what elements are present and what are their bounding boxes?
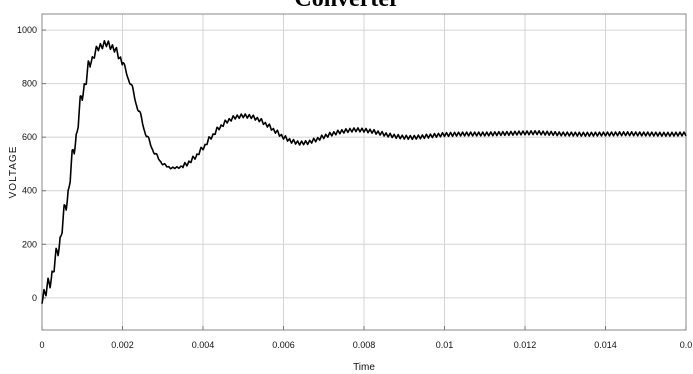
y-tick-label: 0 [32,293,37,303]
series-layer [41,40,687,304]
y-tick-label: 800 [22,79,37,89]
y-tick-label: 600 [22,132,37,142]
x-tick-label: 0 [39,340,44,350]
grid-lines [41,14,687,330]
x-tick-label: 0.008 [353,340,376,350]
chart-title: Converter [294,0,400,12]
x-tick-label: 0.01 [436,340,454,350]
y-axis-label: VOLTAGE [8,146,19,199]
x-tick-label: 0.012 [514,340,537,350]
x-tick-label: 0.006 [272,340,295,350]
x-tick-label: 0.014 [594,340,617,350]
x-axis-label: Time [353,362,375,373]
x-tick-label: 0.002 [111,340,134,350]
axis-ticks: 0 0.002 0.004 0.006 0.008 0.01 0.012 0.014 0.0 0 2… [17,25,692,350]
voltage-series-line [41,40,687,304]
y-tick-label: 400 [22,186,37,196]
x-tick-label: 0.0 [680,340,693,350]
y-tick-label: 1000 [17,25,37,35]
y-tick-label: 200 [22,239,37,249]
x-tick-label: 0.004 [192,340,215,350]
